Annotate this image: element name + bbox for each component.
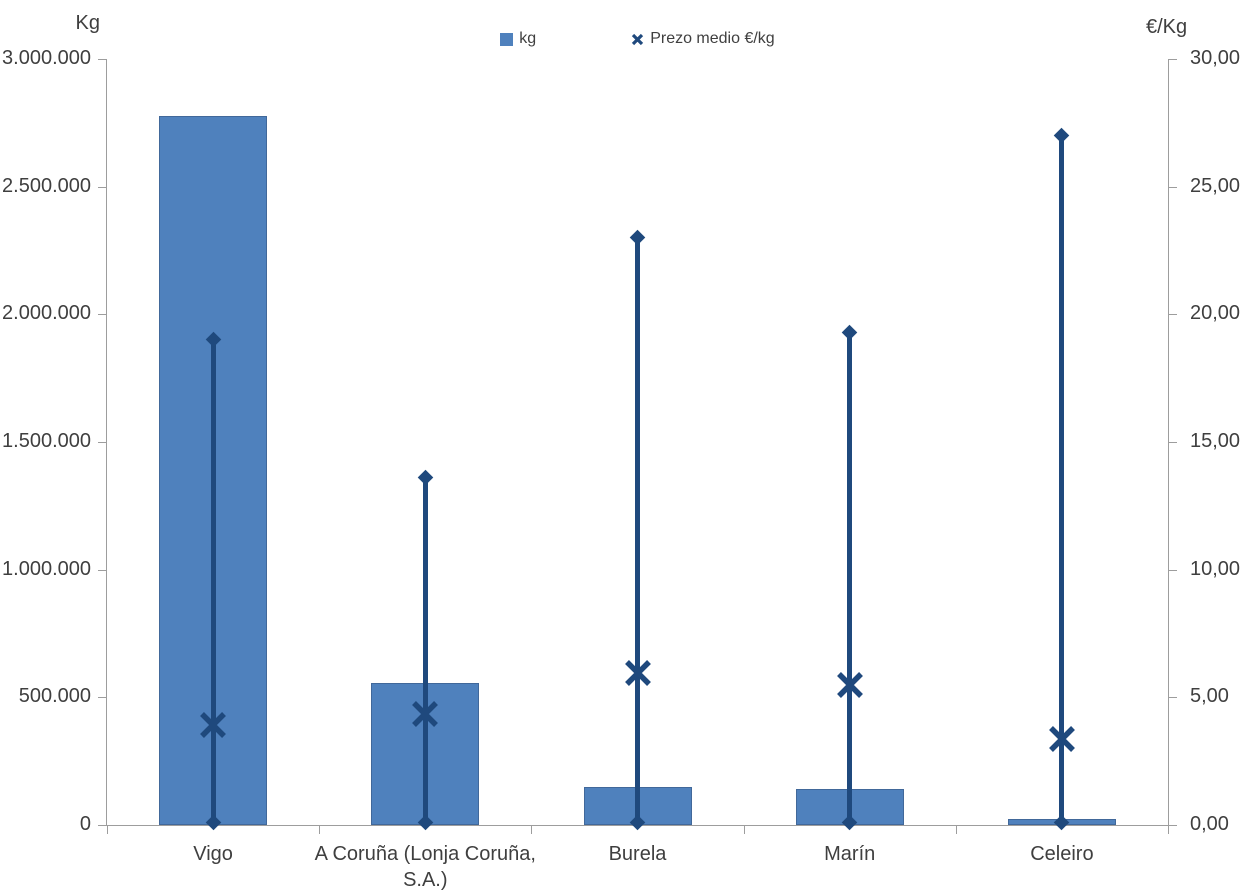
category-label: Burela [608, 843, 667, 865]
left-axis-tick-label: 1.500.000 [2, 430, 91, 452]
left-axis-tick [98, 442, 106, 443]
left-axis-tick-label: 2.000.000 [2, 302, 91, 325]
chart-legend: kg Prezo medio €/kg [107, 30, 1168, 48]
right-axis-tick [1169, 314, 1177, 316]
price-max-marker [1054, 127, 1070, 144]
right-axis-tick-label: 0,00 [1190, 813, 1229, 835]
legend-label-prezo-medio: Prezo medio €/kg [650, 30, 775, 47]
left-axis-tick [98, 569, 106, 571]
category-axis-tick [319, 826, 321, 834]
right-axis-tick-label: 25,00 [1190, 174, 1241, 197]
right-axis-tick [1169, 569, 1177, 571]
price-range-line [847, 332, 853, 823]
right-axis-tick-label: 30,00 [1190, 47, 1241, 69]
category-axis-tick [531, 826, 533, 834]
left-axis-tick-label: 500.000 [18, 685, 91, 708]
price-max-marker [841, 324, 858, 340]
category-label: Vigo [193, 843, 233, 865]
price-range-line [1059, 135, 1065, 823]
right-axis-tick [1169, 59, 1177, 60]
right-axis-tick-label: 10,00 [1190, 557, 1241, 580]
legend-item-prezo-medio: Prezo medio €/kg [631, 30, 775, 48]
right-axis-tick-label: 15,00 [1190, 430, 1241, 452]
price-mean-marker [835, 670, 865, 700]
left-axis-tick [98, 825, 106, 826]
price-range-line [210, 339, 216, 823]
left-axis-tick-label: 2.500.000 [2, 174, 91, 197]
legend-item-kg: kg [500, 30, 536, 48]
price-range-line [422, 477, 428, 823]
right-axis-tick-label: 5,00 [1190, 685, 1229, 708]
price-max-marker [629, 229, 646, 246]
left-axis-title: Kg [75, 12, 100, 34]
price-mean-marker [410, 699, 440, 729]
right-axis-tick [1169, 186, 1177, 188]
price-mean-marker [623, 658, 653, 688]
left-axis-line [106, 59, 107, 826]
price-mean-marker [1047, 724, 1077, 754]
left-axis-tick [98, 314, 106, 316]
x-marker-icon [632, 33, 644, 45]
bar-series-swatch-icon [500, 32, 514, 46]
left-axis-tick [98, 186, 106, 188]
category-axis-tick [743, 826, 745, 834]
right-axis-title: €/Kg [1146, 16, 1188, 38]
right-axis-tick [1169, 825, 1177, 826]
category-label: Celeiro [1030, 843, 1094, 865]
right-axis-tick [1169, 442, 1177, 443]
legend-label-kg: kg [519, 30, 537, 47]
category-label: Marín [824, 843, 876, 865]
left-axis-tick-label: 3.000.000 [2, 47, 91, 69]
price-min-marker [1054, 814, 1070, 831]
price-range-line [635, 237, 640, 823]
price-max-marker [417, 469, 434, 486]
left-axis-tick-label: 0 [79, 813, 91, 835]
category-label: A Coruña (Lonja Coruña, S.A.) [314, 843, 536, 891]
right-axis-tick-label: 20,00 [1190, 302, 1241, 325]
right-axis-line [1168, 59, 1169, 826]
left-axis-tick-label: 1.000.000 [2, 557, 91, 580]
category-axis-tick [955, 826, 957, 834]
category-axis-tick [107, 826, 108, 834]
left-axis-tick [98, 697, 106, 699]
price-mean-marker [198, 710, 228, 740]
right-axis-tick [1169, 697, 1177, 699]
left-axis-tick [98, 59, 106, 60]
category-axis-tick [1168, 826, 1169, 834]
